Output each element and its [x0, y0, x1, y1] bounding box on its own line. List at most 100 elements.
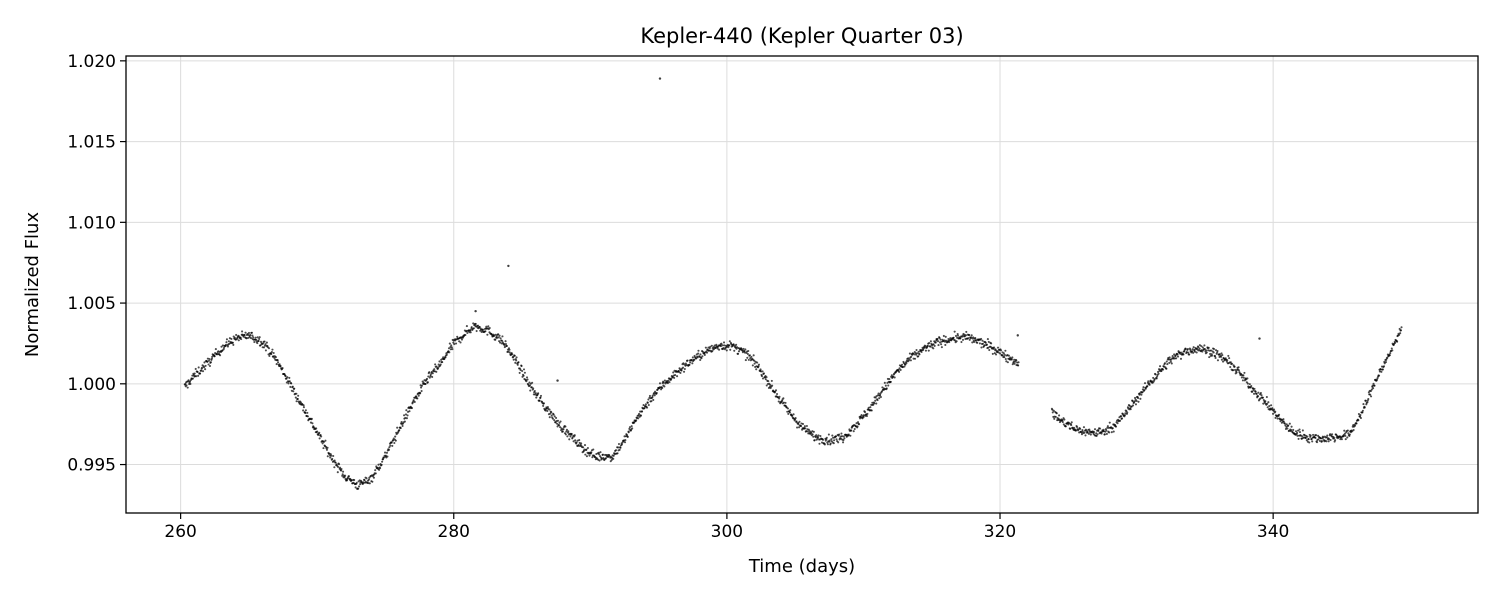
flux-point: [244, 331, 247, 334]
flux-point: [256, 342, 259, 345]
flux-point: [450, 346, 453, 349]
flux-point: [336, 471, 339, 474]
flux-point: [350, 479, 353, 482]
flux-point: [837, 441, 840, 444]
flux-point: [709, 345, 712, 348]
flux-point: [258, 337, 261, 340]
flux-point: [1271, 412, 1275, 415]
flux-point: [620, 443, 623, 446]
flux-point: [1393, 341, 1397, 345]
flux-point: [680, 369, 683, 372]
flux-point: [1255, 392, 1258, 396]
flux-point: [403, 420, 406, 423]
flux-point: [363, 479, 366, 482]
flux-point: [801, 422, 805, 426]
flux-point: [1103, 433, 1106, 436]
flux-point: [981, 342, 985, 345]
flux-point: [733, 349, 736, 352]
flux-point: [275, 363, 278, 366]
flux-point: [1372, 382, 1375, 385]
flux-point: [889, 380, 892, 383]
flux-point: [1137, 397, 1140, 400]
flux-point: [798, 420, 801, 423]
flux-point: [1266, 402, 1269, 405]
flux-point: [823, 443, 826, 446]
flux-point: [685, 363, 688, 367]
flux-point: [1063, 418, 1066, 421]
flux-point: [431, 372, 434, 375]
flux-point: [268, 354, 271, 357]
flux-point: [952, 336, 955, 339]
flux-point: [633, 421, 636, 424]
flux-point: [1017, 364, 1020, 367]
flux-point: [757, 365, 760, 368]
flux-point: [759, 368, 762, 371]
flux-point: [332, 454, 335, 458]
flux-point: [453, 343, 456, 346]
flux-point: [208, 357, 211, 361]
flux-point: [575, 441, 578, 444]
flux-point: [1326, 434, 1329, 437]
flux-point: [828, 439, 831, 442]
flux-point: [333, 466, 336, 469]
flux-point: [1267, 401, 1270, 404]
flux-point: [441, 361, 444, 364]
flux-point: [1188, 353, 1191, 356]
flux-point: [971, 341, 974, 344]
flux-point: [997, 351, 1000, 354]
flux-point: [1221, 360, 1225, 363]
flux-point: [655, 391, 658, 395]
flux-point: [567, 430, 570, 433]
y-tick-label: 1.015: [67, 133, 116, 153]
flux-point: [936, 337, 939, 340]
flux-point: [1316, 441, 1319, 444]
flux-point: [444, 356, 447, 359]
flux-point: [968, 333, 971, 337]
flux-point: [515, 359, 518, 362]
flux-point: [290, 382, 293, 385]
flux-point: [420, 390, 423, 393]
flux-point: [1218, 353, 1221, 356]
flux-point: [756, 361, 759, 364]
flux-point: [517, 361, 520, 364]
flux-point: [258, 336, 261, 339]
flux-point: [237, 339, 240, 342]
flux-point: [399, 427, 402, 430]
flux-point: [294, 396, 297, 399]
flux-point: [1198, 347, 1201, 350]
flux-point: [1347, 432, 1350, 435]
flux-point: [1152, 376, 1155, 379]
flux-point: [663, 385, 666, 388]
flux-point: [1175, 357, 1178, 360]
flux-point: [778, 397, 781, 400]
flux-point: [1005, 360, 1008, 363]
flux-point: [528, 381, 531, 384]
flux-point: [568, 438, 571, 441]
flux-point: [881, 386, 884, 389]
flux-point: [337, 463, 341, 466]
flux-point: [1227, 354, 1230, 357]
flux-point: [189, 382, 192, 386]
x-tick-label: 260: [164, 522, 196, 542]
flux-point: [1234, 368, 1237, 371]
flux-point: [485, 325, 488, 328]
flux-point: [853, 427, 856, 431]
flux-point: [699, 353, 702, 356]
flux-point: [1193, 350, 1197, 353]
flux-point: [371, 480, 374, 483]
flux-point: [704, 346, 707, 349]
flux-point: [315, 427, 318, 430]
flux-point: [1154, 373, 1157, 376]
flux-point: [1399, 332, 1402, 335]
flux-point: [1257, 391, 1260, 394]
flux-point: [1242, 376, 1245, 379]
flux-point: [1290, 429, 1293, 432]
flux-point: [476, 324, 480, 327]
flux-point: [302, 406, 305, 409]
flux-point: [841, 435, 844, 438]
flux-point: [220, 345, 223, 348]
flux-point: [497, 336, 500, 339]
flux-point: [842, 435, 845, 438]
flux-point: [586, 446, 589, 450]
flux-point: [810, 432, 813, 435]
